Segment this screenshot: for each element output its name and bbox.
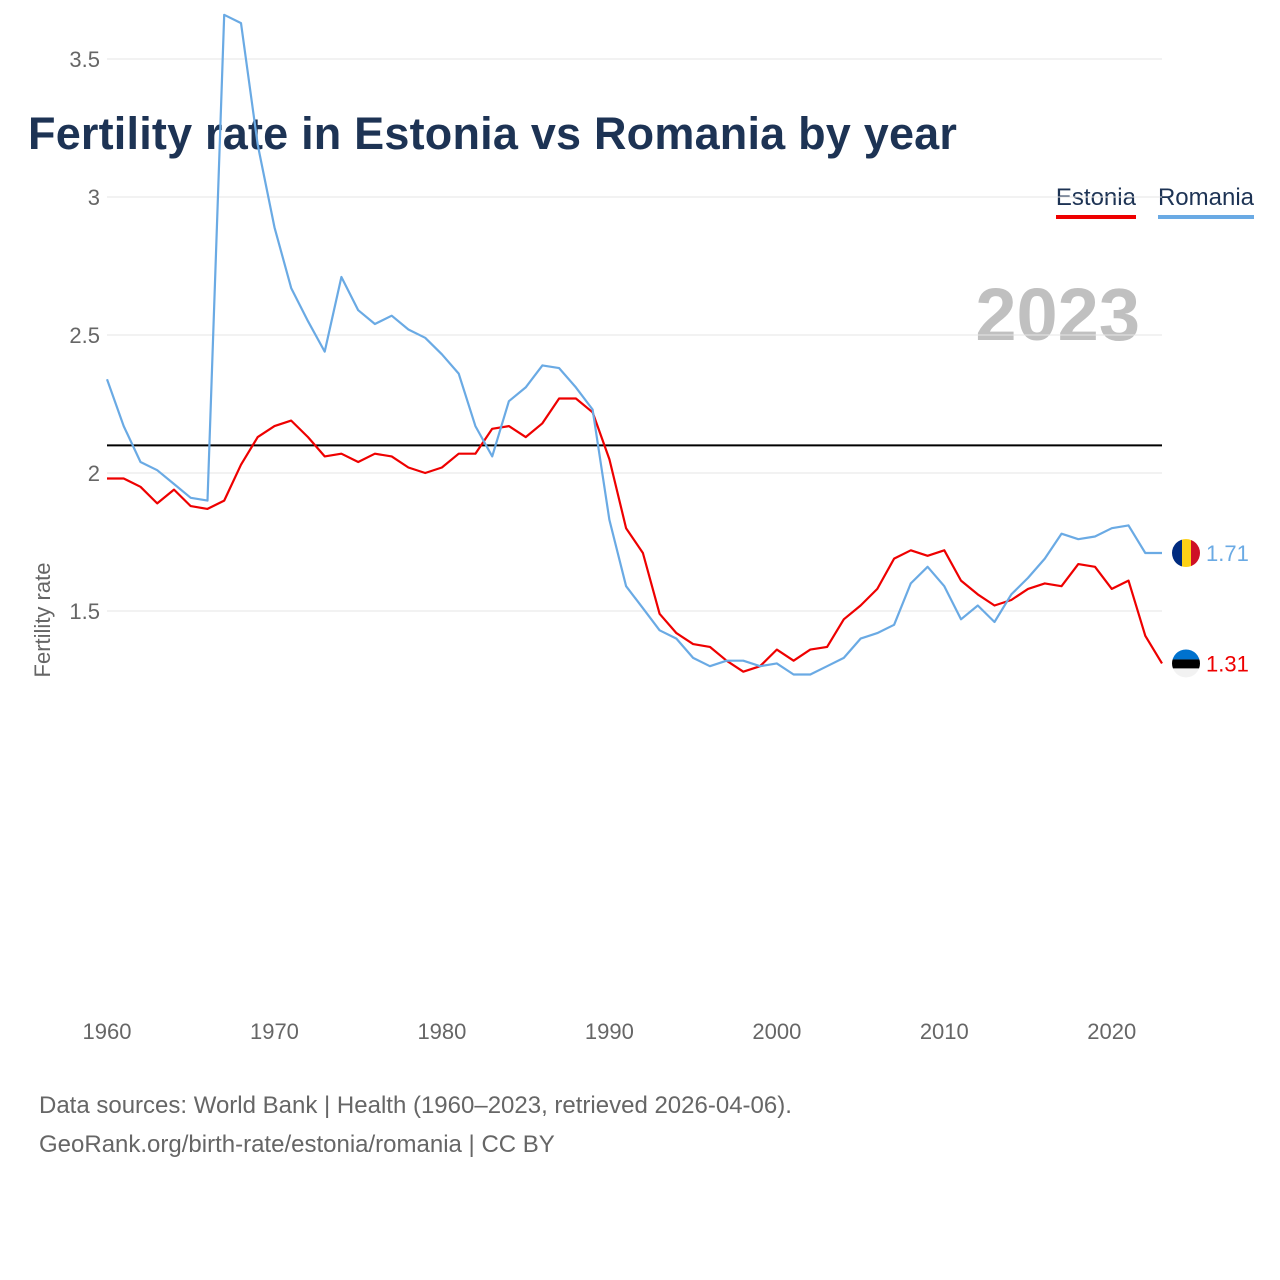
end-value-label-estonia: 1.31 (1206, 651, 1249, 676)
x-tick-label: 2000 (752, 1019, 801, 1044)
y-tick-label: 2 (88, 461, 100, 486)
chart-title: Fertility rate in Estonia vs Romania by … (28, 108, 958, 159)
credit-link[interactable]: GeoRank.org/birth-rate/estonia/romania |… (39, 1131, 555, 1158)
x-tick-label: 2010 (920, 1019, 969, 1044)
y-axis-label: Fertility rate (30, 563, 55, 678)
y-tick-label: 3 (88, 185, 100, 210)
data-sources-text: Data sources: World Bank | Health (1960–… (39, 1092, 792, 1119)
x-tick-label: 1970 (250, 1019, 299, 1044)
legend-item-romania[interactable]: Romania (1157, 184, 1254, 219)
footer: Data sources: World Bank | Health (1960–… (39, 1086, 792, 1164)
y-tick-label: 1.5 (69, 599, 100, 624)
y-tick-label: 3.5 (69, 47, 100, 72)
x-tick-label: 1960 (83, 1019, 132, 1044)
legend: Estonia Romania (1055, 184, 1254, 219)
end-value-label-romania: 1.71 (1206, 541, 1249, 566)
y-tick-label: 2.5 (69, 323, 100, 348)
estonia-flag-icon (1172, 649, 1200, 678)
romania-flag-icon (1172, 539, 1200, 568)
series-line-romania (105, 13, 1162, 676)
x-tick-label: 2020 (1087, 1019, 1136, 1044)
year-watermark: 2023 (975, 273, 1140, 356)
x-tick-label: 1980 (417, 1019, 466, 1044)
series-line-estonia (107, 397, 1163, 673)
line-chart: 2023 1.5 2 2.5 3 3.5 1960 1970 1980 1990 2000 2010 2… (30, 13, 1249, 1044)
x-tick-label: 1990 (585, 1019, 634, 1044)
